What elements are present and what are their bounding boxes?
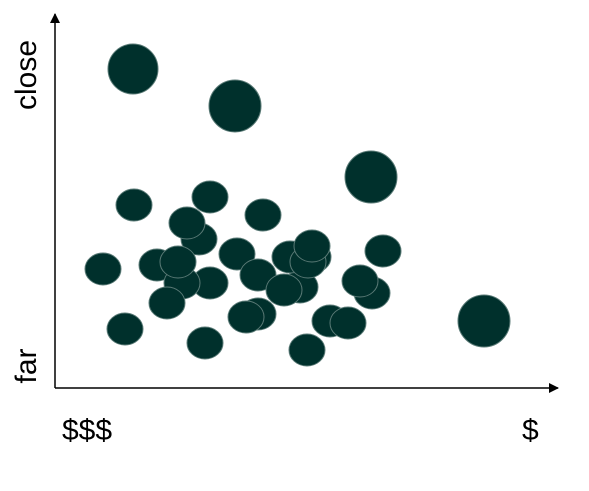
bubble — [227, 300, 265, 334]
bubble — [218, 237, 256, 271]
bubble — [329, 306, 367, 340]
x-left-label: $$$ — [62, 414, 112, 447]
bubble — [115, 188, 153, 222]
bubble — [239, 258, 277, 292]
x-right-label: $ — [522, 414, 539, 447]
bubble — [148, 286, 186, 320]
bubble — [84, 252, 122, 286]
bubble — [265, 273, 303, 307]
bubble — [186, 326, 224, 360]
bubble — [457, 294, 511, 348]
bubble — [208, 79, 262, 133]
bubble — [159, 245, 197, 279]
bubble — [293, 229, 331, 263]
bubble — [106, 312, 144, 346]
bubble — [288, 333, 326, 367]
y-top-label: close — [10, 40, 43, 110]
bubble — [364, 234, 402, 268]
bubble — [344, 150, 398, 204]
bubble — [244, 198, 282, 232]
bubble — [341, 264, 379, 298]
bubble — [107, 43, 159, 95]
y-bottom-label: far — [10, 348, 43, 383]
bubbles — [84, 43, 511, 367]
bubble — [191, 180, 229, 214]
bubble — [168, 206, 206, 240]
